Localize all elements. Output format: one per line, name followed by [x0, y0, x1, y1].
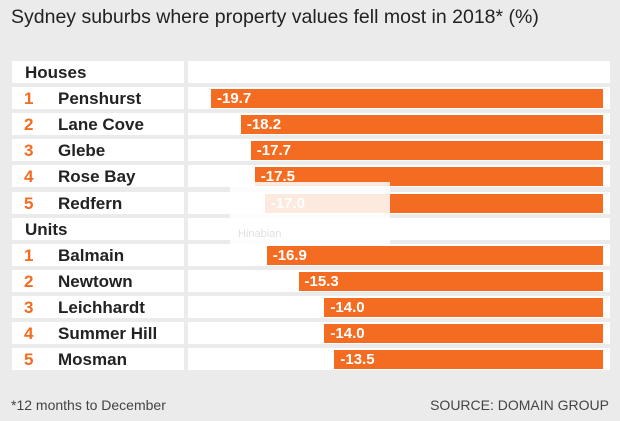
rank-number: 4	[24, 324, 34, 343]
suburb-name: Mosman	[58, 350, 127, 370]
suburb-name: Balmain	[58, 245, 125, 265]
bar	[298, 271, 603, 291]
bar	[266, 245, 603, 265]
section-label-cell	[12, 61, 184, 84]
suburb-name: Glebe	[58, 141, 106, 161]
source-note: SOURCE: DOMAIN GROUP	[430, 397, 609, 413]
value-label: -14.0	[330, 298, 365, 316]
suburb-name: Redfern	[58, 193, 123, 213]
rank-number: 5	[24, 193, 34, 213]
bar	[254, 167, 603, 187]
rank-number: 2	[24, 115, 34, 135]
label-cell	[12, 165, 184, 188]
rank-number: 5	[24, 350, 34, 370]
section-heading: Units	[25, 219, 68, 239]
suburb-name: Lane Cove	[58, 115, 144, 135]
footnote: *12 months to December	[11, 397, 166, 413]
rank-number: 3	[24, 141, 34, 161]
value-label: -16.9	[272, 246, 307, 264]
value-label: -14.0	[330, 325, 365, 342]
rank-number: 3	[24, 297, 34, 317]
rank-number: 4	[24, 167, 34, 187]
label-cell	[12, 348, 184, 371]
suburb-name: Leichhardt	[58, 297, 145, 317]
bar	[240, 115, 603, 135]
rank-number: 1	[24, 245, 34, 265]
label-cell	[12, 191, 184, 214]
value-label: -13.5	[340, 351, 375, 369]
suburb-name: Penshurst	[58, 89, 142, 109]
rank-number: 1	[24, 89, 34, 109]
bar	[250, 141, 603, 161]
value-label: -18.2	[246, 116, 282, 134]
label-cell	[12, 322, 184, 345]
bar	[211, 89, 603, 109]
bar	[324, 324, 603, 344]
section-label-cell	[12, 217, 184, 240]
suburb-name: Summer Hill	[58, 324, 158, 343]
watermark-text: Hinabian	[238, 228, 282, 240]
value-label: -17.5	[260, 168, 295, 186]
label-cell	[12, 295, 184, 318]
suburb-name: Newtown	[58, 271, 133, 291]
label-cell	[12, 269, 184, 292]
rank-number: 2	[24, 271, 34, 291]
label-cell	[12, 243, 184, 266]
bar	[334, 350, 603, 370]
section-bar-cell	[188, 61, 610, 84]
section-heading: Houses	[25, 63, 87, 82]
label-cell	[12, 87, 184, 110]
label-cell	[12, 139, 184, 162]
label-cell	[12, 113, 184, 136]
value-label: -19.7	[217, 90, 252, 108]
bar	[324, 297, 603, 317]
value-label: -17.7	[256, 142, 291, 160]
suburb-name: Rose Bay	[58, 167, 136, 187]
watermark-overlay	[230, 182, 390, 244]
chart-title: Sydney suburbs where property values fel…	[11, 6, 539, 28]
value-label: -15.3	[304, 272, 339, 290]
